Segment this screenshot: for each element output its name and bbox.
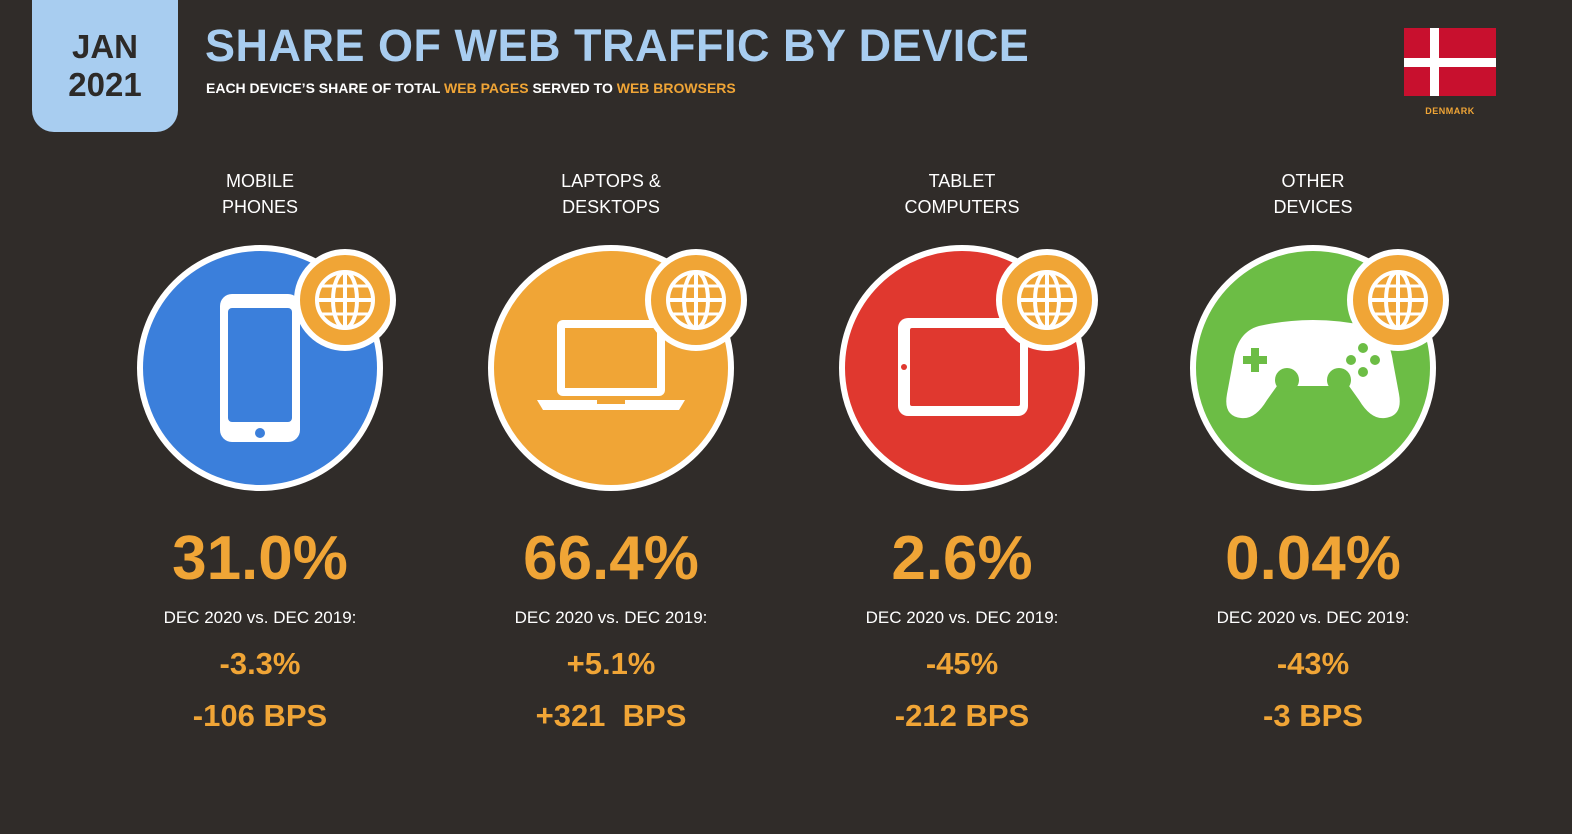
device-icon-area bbox=[110, 244, 410, 504]
change-percent: -43% bbox=[1276, 646, 1350, 681]
device-icon-area bbox=[1163, 244, 1463, 504]
subtitle-highlight-web-pages: WEB PAGES bbox=[444, 80, 529, 96]
change-basis-points: -3 BPS bbox=[1263, 698, 1363, 733]
comparison-label: DEC 2020 vs. DEC 2019: bbox=[865, 608, 1059, 627]
globe-icon bbox=[996, 249, 1098, 351]
date-badge: JAN 2021 bbox=[32, 0, 178, 132]
globe-icon bbox=[294, 249, 396, 351]
device-card-other: OTHER DEVICES 0.04% DEC 2020 vs. bbox=[1163, 168, 1463, 734]
traffic-share-value: 66.4% bbox=[523, 524, 699, 593]
subtitle-highlight-web-browsers: WEB BROWSERS bbox=[616, 80, 736, 96]
globe-icon bbox=[645, 249, 747, 351]
change-basis-points: -212 BPS bbox=[894, 698, 1030, 733]
device-card-mobile: MOBILE PHONES 31.0% DEC 2020 vs. DEC 201… bbox=[110, 168, 410, 734]
traffic-share-value: 2.6% bbox=[891, 524, 1033, 593]
change-basis-points: +321 BPS bbox=[535, 698, 687, 733]
traffic-share-value: 31.0% bbox=[172, 524, 348, 593]
date-month: JAN bbox=[71, 28, 139, 65]
tablet-icon bbox=[839, 245, 1098, 491]
laptop-icon bbox=[488, 245, 747, 491]
page-subtitle: EACH DEVICE’S SHARE OF TOTAL WEB PAGES S… bbox=[206, 80, 736, 96]
change-percent: -45% bbox=[925, 646, 999, 681]
denmark-flag-icon bbox=[1404, 28, 1496, 96]
device-label: TABLET COMPUTERS bbox=[904, 171, 1020, 217]
subtitle-part-3: SERVED TO bbox=[528, 80, 617, 96]
device-label: LAPTOPS & DESKTOPS bbox=[561, 171, 661, 217]
comparison-label: DEC 2020 vs. DEC 2019: bbox=[514, 608, 708, 627]
date-year: 2021 bbox=[68, 66, 142, 103]
device-card-tablet: TABLET COMPUTERS 2.6% DEC 2020 vs. DEC 2… bbox=[812, 168, 1112, 734]
subtitle-part-1: EACH DEVICE’S SHARE OF TOTAL bbox=[206, 80, 445, 96]
change-percent: +5.1% bbox=[566, 646, 656, 681]
globe-icon bbox=[1347, 249, 1449, 351]
country-name: DENMARK bbox=[1425, 106, 1475, 116]
page-title: SHARE OF WEB TRAFFIC BY DEVICE bbox=[205, 20, 1030, 71]
device-icon-area bbox=[461, 244, 761, 504]
country-flag-block: DENMARK bbox=[1404, 28, 1496, 116]
device-label: OTHER DEVICES bbox=[1273, 171, 1353, 217]
device-icon-area bbox=[812, 244, 1112, 504]
change-percent: -3.3% bbox=[219, 646, 301, 681]
change-basis-points: -106 BPS bbox=[192, 698, 328, 733]
device-card-laptop: LAPTOPS & DESKTOPS 66.4% DEC 2020 vs. DE… bbox=[461, 168, 761, 734]
game-controller-icon bbox=[1190, 245, 1449, 491]
traffic-share-value: 0.04% bbox=[1225, 524, 1401, 593]
mobile-phone-icon bbox=[137, 245, 396, 491]
comparison-label: DEC 2020 vs. DEC 2019: bbox=[163, 608, 357, 627]
comparison-label: DEC 2020 vs. DEC 2019: bbox=[1216, 608, 1410, 627]
device-label: MOBILE PHONES bbox=[221, 171, 299, 217]
